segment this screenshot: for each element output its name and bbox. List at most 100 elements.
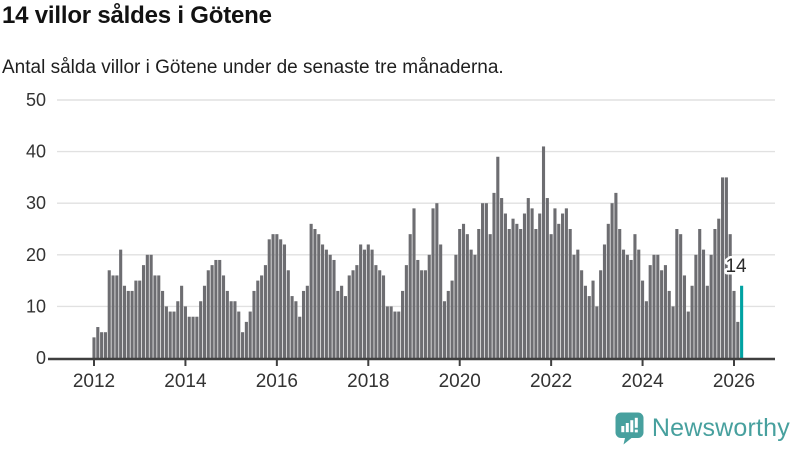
bar <box>698 229 702 358</box>
bar <box>138 280 142 358</box>
bar <box>183 306 187 358</box>
bar <box>591 280 595 358</box>
bar <box>351 270 355 358</box>
bar <box>370 249 374 358</box>
bar <box>644 301 648 358</box>
bar <box>366 244 370 358</box>
bar <box>682 275 687 358</box>
bar <box>126 290 130 358</box>
y-axis-label: 50 <box>26 90 46 110</box>
bar <box>572 254 576 358</box>
bar <box>233 301 237 358</box>
bar <box>298 316 302 358</box>
bar <box>389 306 393 358</box>
bar <box>721 177 725 358</box>
bar <box>202 285 207 358</box>
newsworthy-logo[interactable]: Newsworthy <box>615 411 790 446</box>
bar <box>705 285 709 358</box>
bar <box>446 290 450 358</box>
bar <box>610 203 614 358</box>
bar <box>199 301 203 358</box>
bar <box>625 254 629 358</box>
bar <box>256 280 260 358</box>
bar <box>195 316 199 358</box>
bar <box>134 280 138 358</box>
x-axis-label: 2012 <box>73 371 115 392</box>
x-axis-label: 2022 <box>530 371 572 392</box>
bar <box>442 301 447 358</box>
bar <box>161 290 165 358</box>
bar <box>218 259 222 358</box>
bar <box>580 270 584 358</box>
bar <box>153 275 157 358</box>
bar <box>602 244 607 358</box>
y-axis-label: 30 <box>26 193 46 213</box>
bar <box>618 229 622 358</box>
bar <box>515 223 519 358</box>
bar <box>717 218 721 358</box>
bar <box>275 234 279 358</box>
bar <box>561 213 565 358</box>
bar <box>328 254 332 358</box>
bar <box>313 229 317 358</box>
bar <box>469 249 473 358</box>
bar <box>359 244 363 358</box>
bar <box>526 198 530 358</box>
bar <box>115 275 119 358</box>
bar <box>595 306 599 358</box>
bar <box>301 290 306 358</box>
bar <box>564 208 568 358</box>
bar <box>420 270 424 358</box>
bar <box>336 290 340 358</box>
bar <box>96 327 100 358</box>
bar <box>621 249 626 358</box>
bar <box>519 229 523 358</box>
bar <box>282 244 287 358</box>
bar <box>408 234 412 358</box>
bar <box>576 249 580 358</box>
bar <box>454 254 458 358</box>
bar <box>252 290 256 358</box>
bar <box>225 290 229 358</box>
chart-subtitle: Antal sålda villor i Götene under de sen… <box>2 57 504 78</box>
bar <box>465 234 469 358</box>
bar <box>557 223 561 358</box>
bar <box>507 229 511 358</box>
bar <box>461 223 466 358</box>
bar <box>663 265 667 358</box>
bar <box>545 198 549 358</box>
bar <box>511 218 515 358</box>
bar <box>130 290 134 358</box>
x-axis-label: 2024 <box>621 371 664 392</box>
bar <box>423 270 427 358</box>
bar <box>728 234 732 358</box>
bar <box>279 239 283 358</box>
bar <box>244 321 248 358</box>
bar <box>92 337 96 358</box>
bar <box>488 234 492 358</box>
highlighted-bar <box>740 285 744 358</box>
bar <box>522 213 527 358</box>
x-axis-label: 2014 <box>164 371 207 392</box>
bar <box>267 239 271 358</box>
bar <box>347 275 351 358</box>
bar <box>324 249 328 358</box>
newsworthy-logo-text: Newsworthy <box>651 414 790 442</box>
bar <box>221 275 226 358</box>
y-axis-label: 40 <box>26 142 46 162</box>
bar <box>385 306 389 358</box>
x-axis-label: 2018 <box>347 371 389 392</box>
bar <box>660 270 664 358</box>
y-axis-label: 0 <box>36 348 46 368</box>
bar <box>541 146 546 358</box>
bar <box>713 229 717 358</box>
bar <box>191 316 195 358</box>
bar <box>187 316 191 358</box>
bar <box>450 280 454 358</box>
bar <box>229 301 233 358</box>
bar <box>473 254 477 358</box>
bar <box>679 234 683 358</box>
bar <box>286 270 290 358</box>
bar <box>481 203 485 358</box>
bar <box>412 208 416 358</box>
